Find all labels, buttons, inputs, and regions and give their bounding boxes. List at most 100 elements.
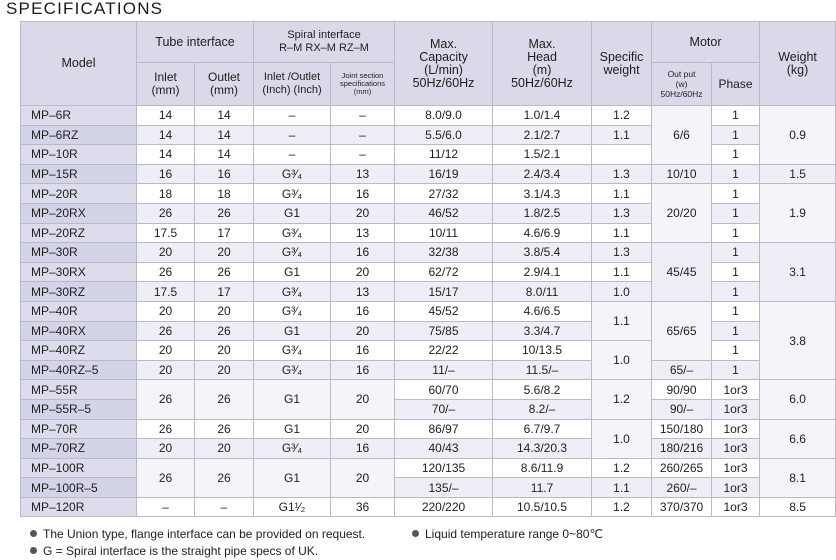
table-row: MP–10R 14 14 – – 11/12 1.5/2.1 1 [20, 144, 836, 165]
cell-inlet: 16 [136, 163, 195, 185]
cell-spiral: G1 [253, 320, 332, 342]
cell-phase: 1or3 [711, 457, 761, 479]
cell-head: 1.0/1.4 [492, 105, 593, 126]
cell-capacity: 5.5/6.0 [394, 124, 494, 146]
cell-phase: 1 [711, 124, 761, 146]
cell-inlet: 26 [136, 457, 195, 498]
cell-phase: 1 [711, 222, 761, 244]
header-outlet: Outlet (mm) [193, 62, 255, 106]
cell-head: 10.5/10.5 [492, 496, 593, 518]
cell-specific-weight: 1.1 [591, 124, 653, 146]
cell-specific-weight: 1.3 [591, 163, 653, 185]
cell-capacity: 11/– [394, 359, 494, 381]
cell-phase: 1 [711, 300, 761, 322]
table-row: MP–30RZ 17.5 17 G³⁄₄ 13 15/17 8.0/11 1.0… [20, 281, 836, 302]
header-max-head: Max. Head (m) 50Hz/60Hz [492, 21, 593, 106]
cell-weight: 8.1 [759, 457, 836, 498]
cell-spiral: G³⁄₄ [253, 359, 332, 381]
cell-spiral: G³⁄₄ [253, 438, 332, 459]
page-title: SPECIFICATIONS [6, 0, 164, 18]
cell-specific-weight: 1.3 [591, 242, 653, 263]
cell-joint: 16 [330, 359, 396, 381]
cell-phase: 1 [711, 320, 761, 342]
table-row: MP–30RX 26 26 G1 20 62/72 2.9/4.1 1.1 1 [20, 261, 836, 283]
cell-specific-weight: 1.0 [591, 418, 653, 459]
cell-model: MP–100R [20, 457, 137, 479]
cell-model: MP–6R [20, 105, 137, 126]
cell-phase: 1 [711, 281, 761, 302]
cell-inlet: 18 [136, 183, 195, 204]
cell-specific-weight: 1.0 [591, 281, 653, 302]
cell-spiral: G1 [253, 379, 332, 420]
cell-outlet: 20 [193, 300, 255, 322]
table-row: MP–40RZ 20 20 G³⁄₄ 16 22/22 10/13.5 1.0 … [20, 340, 836, 381]
cell-phase: 1or3 [711, 438, 761, 459]
table-row: MP–6R 14 14 – – 8.0/9.0 1.0/1.4 1.2 6/6 … [20, 105, 836, 165]
header-max-capacity: Max. Capacity (L/min) 50Hz/60Hz [394, 21, 494, 106]
cell-weight: 0.9 [759, 105, 836, 165]
cell-output: 45/45 [651, 242, 713, 302]
cell-specific-weight: 1.1 [591, 261, 653, 283]
cell-capacity: 60/70 [394, 379, 494, 400]
cell-spiral: G1 [253, 457, 332, 498]
cell-output: 6/6 [651, 105, 713, 165]
cell-specific-weight: 1.3 [591, 202, 653, 224]
cell-joint: 20 [330, 457, 396, 498]
cell-phase: 1or3 [711, 379, 761, 400]
cell-output: 260/– [651, 477, 713, 498]
cell-capacity: 70/– [394, 398, 494, 420]
cell-specific-weight: 1.2 [591, 457, 653, 479]
cell-spiral: G³⁄₄ [253, 183, 332, 204]
table-row: MP–20RX 26 26 G1 20 46/52 1.8/2.5 1.3 1 [20, 202, 836, 224]
cell-spiral: G1 [253, 202, 332, 224]
table-row: MP–15R 16 16 G³⁄₄ 13 16/19 2.4/3.4 1.3 1… [20, 163, 836, 185]
cell-head: 2.9/4.1 [492, 261, 593, 283]
cell-capacity: 135/– [394, 477, 494, 498]
cell-inlet: 26 [136, 202, 195, 224]
cell-capacity: 45/52 [394, 300, 494, 322]
cell-spiral: G1¹⁄₂ [253, 496, 332, 518]
cell-phase: 1or3 [711, 398, 761, 420]
table-row: MP–40RX 26 26 G1 20 75/85 3.3/4.7 1 [20, 320, 836, 342]
cell-outlet: 14 [193, 144, 255, 165]
cell-specific-weight: 1.1 [591, 222, 653, 244]
table-row: MP–100R 26 26 G1 20 120/135 8.6/11.9 1.2… [20, 457, 836, 498]
cell-output: 150/180 [651, 418, 713, 440]
cell-phase: 1 [711, 261, 761, 283]
cell-phase: 1or3 [711, 418, 761, 440]
cell-capacity: 62/72 [394, 261, 494, 283]
cell-specific-weight: 1.1 [591, 477, 653, 498]
cell-inlet: 17.5 [136, 222, 195, 244]
cell-phase: 1 [711, 105, 761, 126]
cell-outlet: 26 [193, 320, 255, 342]
cell-inlet: 26 [136, 261, 195, 283]
cell-capacity: 220/220 [394, 496, 494, 518]
cell-model: MP–40R [20, 300, 137, 322]
cell-output: 65/65 [651, 300, 713, 361]
cell-specific-weight: 1.0 [591, 340, 653, 381]
cell-output: 260/265 [651, 457, 713, 479]
cell-capacity: 15/17 [394, 281, 494, 302]
cell-joint: 20 [330, 261, 396, 283]
cell-spiral: G³⁄₄ [253, 300, 332, 322]
cell-model: MP–55R [20, 379, 137, 400]
note-union-type: The Union type, flange interface can be … [30, 527, 365, 541]
cell-inlet: 20 [136, 300, 195, 322]
header-specific-weight: Specific weight [591, 21, 653, 106]
cell-outlet: – [193, 496, 255, 518]
cell-weight: 1.9 [759, 183, 836, 244]
cell-outlet: 17 [193, 281, 255, 302]
cell-inlet: 20 [136, 340, 195, 361]
cell-model: MP–20R [20, 183, 137, 204]
cell-joint: – [330, 105, 396, 126]
cell-inlet: 14 [136, 144, 195, 165]
cell-inlet: 26 [136, 418, 195, 440]
cell-inlet: 26 [136, 320, 195, 342]
cell-model: MP–30R [20, 242, 137, 263]
cell-output: 180/216 [651, 438, 713, 459]
cell-capacity: 11/12 [394, 144, 494, 165]
cell-head: 2.1/2.7 [492, 124, 593, 146]
cell-outlet: 26 [193, 261, 255, 283]
cell-spiral: G³⁄₄ [253, 281, 332, 302]
cell-joint: 16 [330, 242, 396, 263]
